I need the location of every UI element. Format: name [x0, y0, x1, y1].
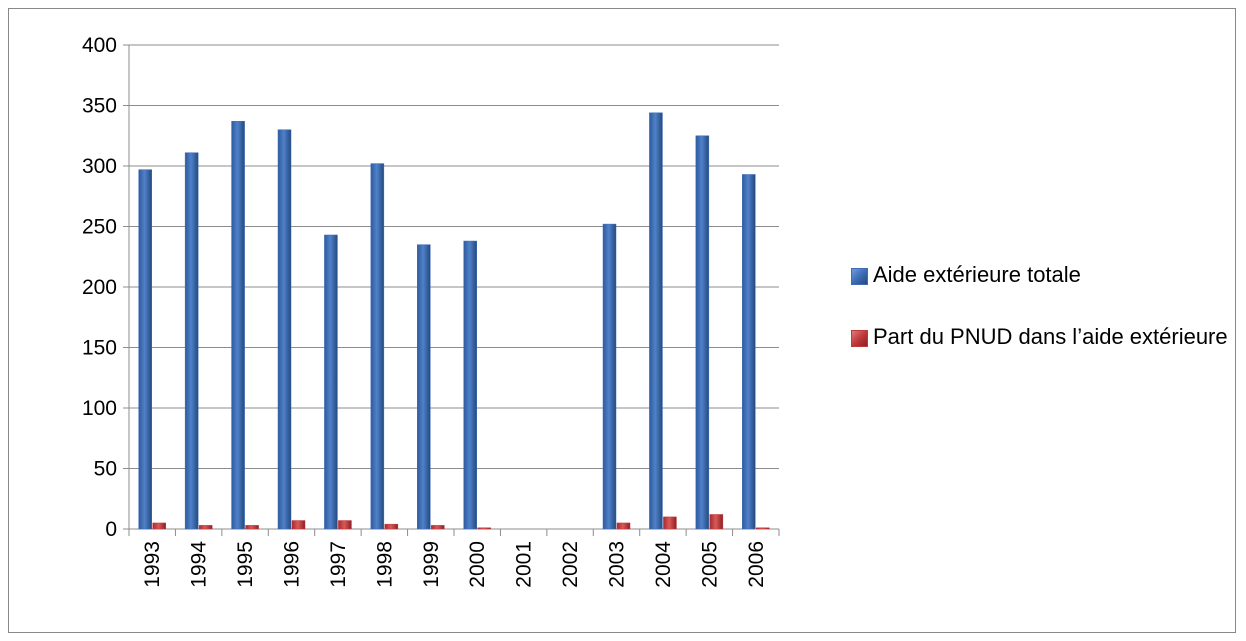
x-tick-label-1998: 1998 [373, 541, 396, 588]
bar-pnud-2004 [663, 516, 677, 530]
bar-total-1996 [277, 129, 292, 530]
y-tick-label-300: 300 [82, 155, 117, 178]
x-tick-label-1995: 1995 [234, 541, 257, 588]
bar-chart: 0 50 100 150 200 250 300 350 400 1993 1994 1995 1996… [82, 34, 780, 588]
bar-pnud-2006 [756, 527, 770, 530]
tick-labels: 0 50 100 150 200 250 300 350 400 1993 1994 1995 1996… [82, 34, 768, 588]
bar-pnud-1999 [431, 525, 445, 530]
y-tick-label-50: 50 [94, 458, 117, 481]
legend-label-total: Aide extérieure totale [873, 262, 1081, 287]
bar-pnud-2000 [477, 527, 491, 530]
x-tick-label-1997: 1997 [327, 541, 350, 588]
bar-total-1999 [417, 244, 431, 530]
bar-pnud-2003 [616, 522, 631, 530]
bar-total-1995 [231, 120, 245, 530]
x-tick-label-2006: 2006 [745, 541, 768, 588]
legend: Aide extérieure totale Part du PNUD dans… [849, 259, 1239, 383]
x-tick-label-2002: 2002 [559, 541, 582, 588]
x-tick-label-1999: 1999 [420, 541, 443, 588]
bar-total-2005 [695, 135, 710, 530]
bar-pnud-1993 [152, 522, 166, 530]
bar-total-1993 [138, 169, 152, 530]
bar-total-2003 [602, 223, 617, 530]
bars [138, 112, 770, 530]
bar-pnud-1994 [198, 525, 213, 530]
x-tick-label-2000: 2000 [466, 541, 489, 588]
x-tick-label-1993: 1993 [141, 541, 164, 588]
bar-pnud-1996 [291, 520, 306, 530]
x-tick-label-1994: 1994 [188, 541, 211, 588]
legend-item-total: Aide extérieure totale [849, 259, 1239, 291]
x-tick-label-1996: 1996 [281, 541, 304, 588]
bar-pnud-1995 [245, 525, 259, 530]
bar-total-2000 [463, 240, 477, 530]
bar-total-1997 [324, 234, 338, 530]
chart-frame: 0 50 100 150 200 250 300 350 400 1993 1994 1995 1996… [8, 8, 1236, 633]
bar-total-2006 [742, 174, 756, 530]
legend-item-pnud: Part du PNUD dans l’aide extérieure [849, 321, 1239, 353]
x-tick-label-2005: 2005 [698, 541, 721, 588]
x-tick-label-2003: 2003 [606, 541, 629, 588]
y-tick-label-350: 350 [82, 95, 117, 118]
y-tick-label-150: 150 [82, 337, 117, 360]
y-tick-label-400: 400 [82, 34, 117, 57]
bar-pnud-2005 [709, 514, 724, 530]
legend-label-pnud: Part du PNUD dans l’aide extérieure [873, 324, 1228, 349]
y-tick-label-100: 100 [82, 397, 117, 420]
y-tick-label-250: 250 [82, 216, 117, 239]
bar-total-2004 [649, 112, 663, 530]
x-tick-label-2001: 2001 [513, 541, 536, 588]
legend-swatch-pnud [851, 330, 868, 347]
axes [123, 44, 780, 536]
bar-pnud-1997 [338, 520, 352, 530]
bar-total-1994 [184, 152, 199, 530]
gridlines [129, 44, 779, 469]
legend-swatch-total [851, 268, 868, 285]
bar-pnud-1998 [384, 523, 399, 530]
y-tick-label-200: 200 [82, 276, 117, 299]
bar-total-1998 [370, 163, 385, 530]
x-tick-label-2004: 2004 [652, 541, 675, 588]
y-tick-label-0: 0 [105, 518, 117, 541]
